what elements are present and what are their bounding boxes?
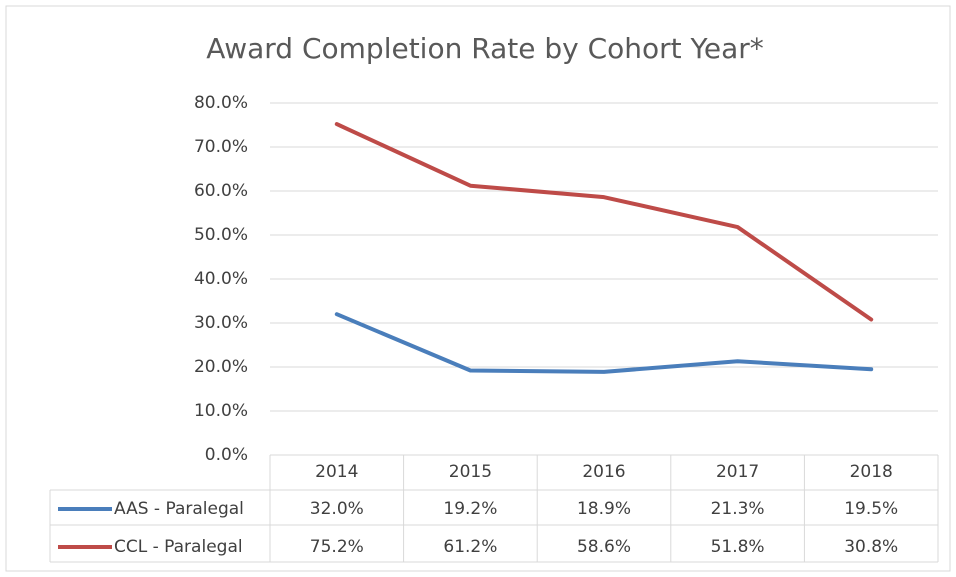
y-tick-label: 80.0% [194, 93, 248, 113]
x-tick-label: 2018 [850, 462, 893, 482]
series-line [334, 312, 874, 374]
legend-label: AAS - Paralegal [114, 499, 244, 519]
x-tick-label: 2016 [582, 462, 625, 482]
table-value: 18.9% [577, 499, 631, 519]
table-value: 32.0% [310, 499, 364, 519]
chart-border [5, 5, 951, 572]
table-value: 75.2% [310, 537, 364, 557]
legend-label: CCL - Paralegal [114, 537, 243, 557]
chart-title: Award Completion Rate by Cohort Year* [206, 32, 764, 65]
y-tick-label: 40.0% [194, 269, 248, 289]
x-tick-label: 2015 [449, 462, 492, 482]
y-tick-label: 70.0% [194, 137, 248, 157]
y-tick-label: 30.0% [194, 313, 248, 333]
y-tick-label: 10.0% [194, 401, 248, 421]
y-tick-label: 20.0% [194, 357, 248, 377]
y-tick-label: 50.0% [194, 225, 248, 245]
y-tick-label: 0.0% [205, 445, 248, 465]
table-value: 30.8% [844, 537, 898, 557]
series-line [334, 122, 874, 322]
table-value: 19.5% [844, 499, 898, 519]
table-value: 19.2% [443, 499, 497, 519]
table-value: 21.3% [711, 499, 765, 519]
x-tick-label: 2017 [716, 462, 759, 482]
y-tick-label: 60.0% [194, 181, 248, 201]
table-value: 51.8% [711, 537, 765, 557]
x-tick-label: 2014 [315, 462, 358, 482]
table-value: 61.2% [443, 537, 497, 557]
table-value: 58.6% [577, 537, 631, 557]
